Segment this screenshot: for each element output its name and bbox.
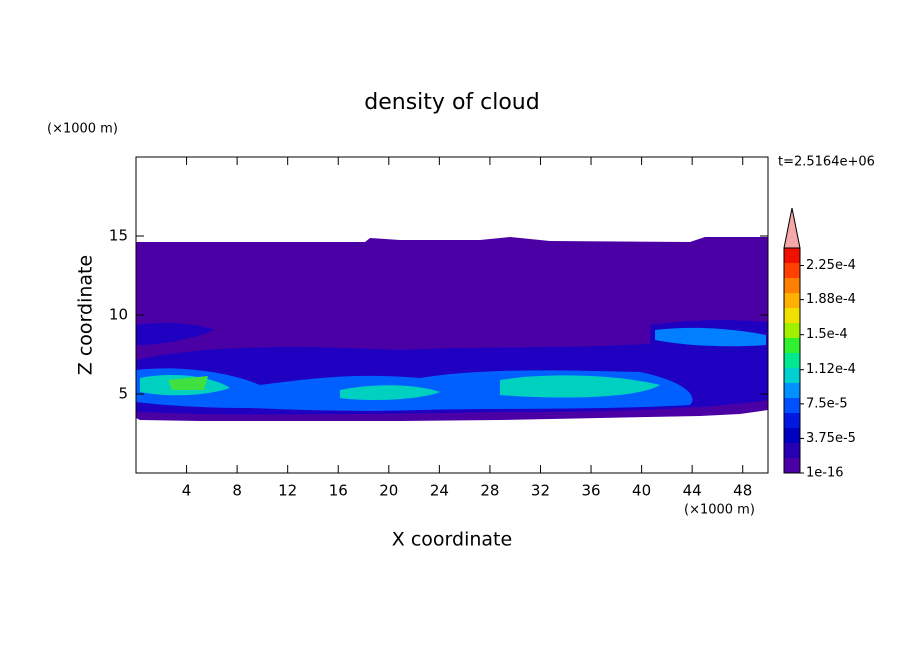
x-tick-label: 24 [430, 482, 449, 500]
colorbar-tick-label: 1e-16 [806, 466, 844, 481]
cloud-region [500, 375, 660, 398]
colorbar-tick-label: 7.5e-5 [806, 396, 848, 411]
colorbar-band [784, 323, 800, 338]
colorbar-band [784, 443, 800, 458]
colorbar-tick-label: 1.5e-4 [806, 327, 848, 342]
colorbar-band [784, 248, 800, 263]
y-tick-label: 10 [109, 306, 128, 324]
colorbar-band [784, 428, 800, 443]
colorbar-band [784, 293, 800, 308]
colorbar-tick-label: 3.75e-5 [806, 431, 856, 446]
colorbar-band [784, 383, 800, 398]
colorbar-extend [783, 207, 801, 249]
x-tick-label: 36 [581, 482, 600, 500]
cloud-region [136, 322, 215, 345]
x-tick-label: 4 [182, 482, 192, 500]
x-tick-label: 48 [733, 482, 752, 500]
x-tick-label: 16 [329, 482, 348, 500]
y-axis-label: Z coordinate [75, 255, 97, 375]
x-unit: (×1000 m) [684, 503, 755, 518]
contour-field [136, 237, 768, 421]
colorbar-tick-label: 1.88e-4 [806, 292, 856, 307]
x-tick-label: 40 [632, 482, 651, 500]
chart-title: density of cloud [364, 90, 539, 115]
y-tick-label: 15 [109, 227, 128, 245]
cloud-region [168, 376, 208, 390]
colorbar-band [784, 338, 800, 353]
x-tick-label: 8 [232, 482, 242, 500]
x-tick-label: 20 [379, 482, 398, 500]
colorbar-band [784, 308, 800, 323]
colorbar-band [784, 458, 800, 473]
y-unit: (×1000 m) [47, 122, 118, 137]
colorbar-band [784, 368, 800, 383]
colorbar-band [784, 263, 800, 278]
colorbar-frame [783, 247, 801, 474]
colorbar-tick-label: 1.12e-4 [806, 362, 856, 377]
colorbar-band [784, 398, 800, 413]
x-tick-label: 44 [683, 482, 702, 500]
x-tick-label: 12 [278, 482, 297, 500]
colorbar-band [784, 353, 800, 368]
cloud-region [340, 385, 440, 400]
cloud-region [655, 327, 766, 347]
time-annotation: t=2.5164e+06 [778, 155, 875, 170]
x-tick-label: 32 [531, 482, 550, 500]
x-axis-label: X coordinate [392, 529, 512, 551]
colorbar-band [784, 278, 800, 293]
x-tick-label: 28 [480, 482, 499, 500]
colorbar-tick-label: 2.25e-4 [806, 258, 856, 273]
y-tick-label: 5 [118, 385, 128, 403]
colorbar-band [784, 413, 800, 428]
